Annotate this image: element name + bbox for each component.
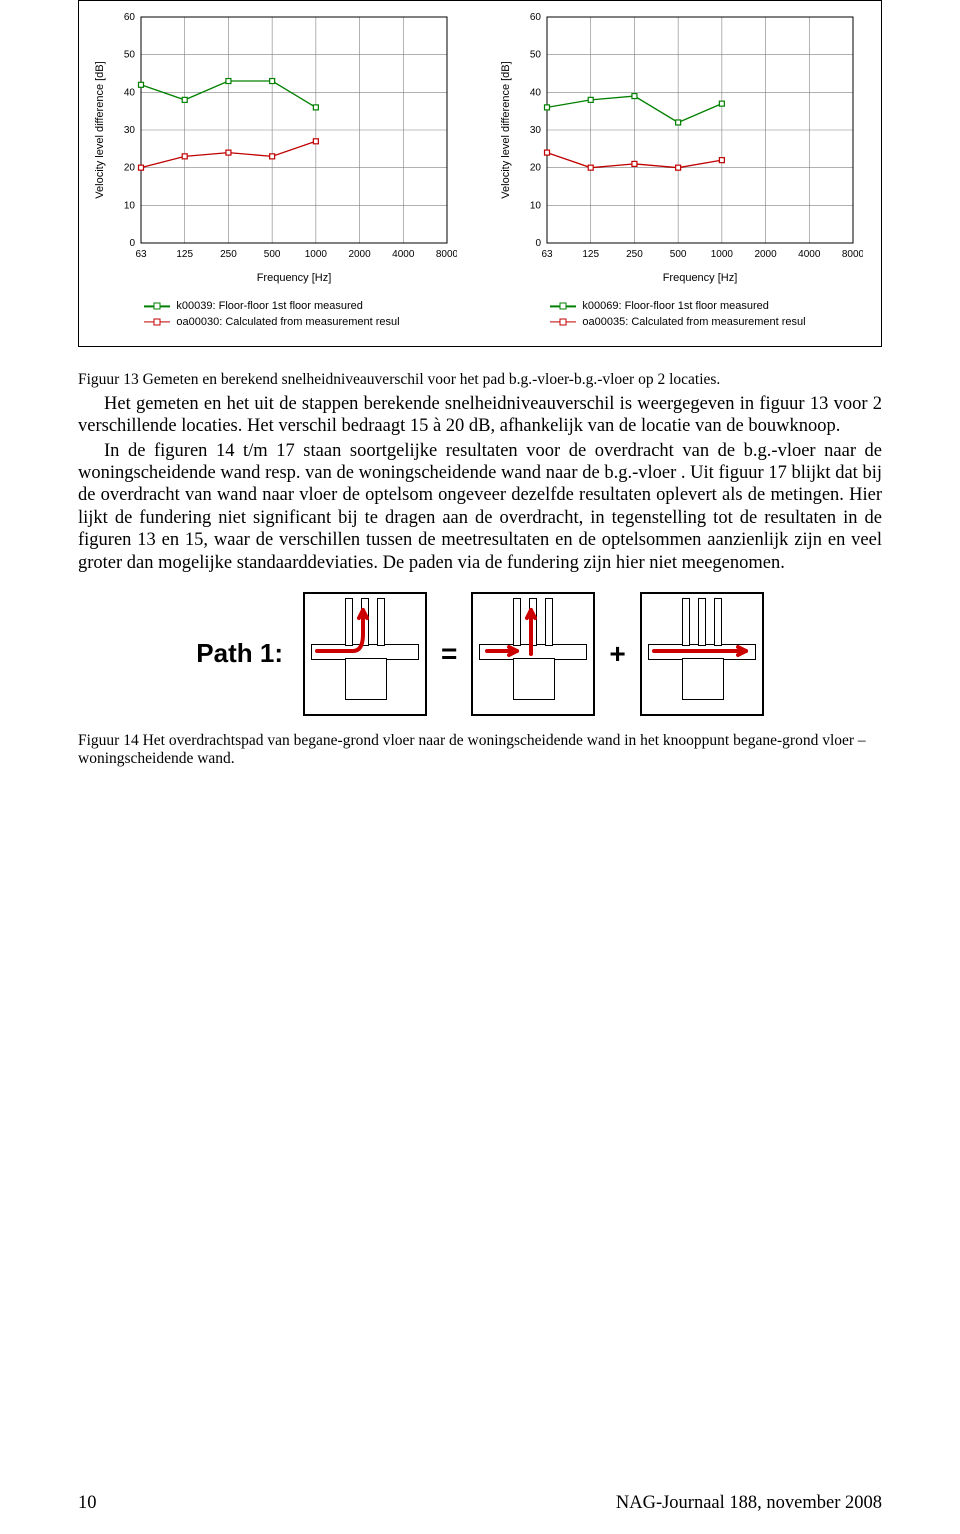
- svg-text:1000: 1000: [305, 249, 328, 260]
- equals-sign: =: [441, 638, 457, 670]
- figure14-diagram: Path 1: = +: [78, 592, 882, 716]
- svg-text:20: 20: [124, 163, 136, 174]
- footer-page-number: 10: [78, 1493, 97, 1514]
- svg-text:63: 63: [541, 249, 553, 260]
- figure13-charts: 0102030405060631252505001000200040008000…: [78, 0, 882, 347]
- svg-text:10: 10: [124, 200, 136, 211]
- svg-text:60: 60: [530, 12, 542, 23]
- footer-journal: NAG-Journaal 188, november 2008: [616, 1493, 882, 1514]
- svg-text:1000: 1000: [711, 249, 734, 260]
- svg-text:0: 0: [535, 238, 541, 249]
- svg-text:125: 125: [582, 249, 599, 260]
- svg-text:0: 0: [129, 238, 135, 249]
- svg-text:8000: 8000: [842, 249, 863, 260]
- svg-text:50: 50: [530, 50, 542, 61]
- svg-text:4000: 4000: [798, 249, 821, 260]
- svg-text:Velocity level difference [dB]: Velocity level difference [dB]: [94, 61, 106, 198]
- svg-text:50: 50: [124, 50, 136, 61]
- legend-item: k00069: Floor-floor 1st floor measured: [550, 299, 805, 314]
- chart-right-panel: 0 10 20 30 40 50 60 63 125 250 500 1000 2000 4000 8000…: [493, 9, 863, 330]
- path-tile-right-term: [640, 592, 764, 716]
- svg-text:8000: 8000: [436, 249, 457, 260]
- svg-text:10: 10: [530, 200, 542, 211]
- plus-sign: +: [609, 638, 625, 670]
- svg-text:500: 500: [264, 249, 281, 260]
- svg-text:500: 500: [670, 249, 687, 260]
- chart-left: 0 10 20 30 40 50 60 63 125 250 500 1000 2000 4000 8000…: [87, 9, 457, 289]
- svg-text:Frequency [Hz]: Frequency [Hz]: [257, 272, 332, 284]
- svg-text:30: 30: [124, 125, 136, 136]
- page-footer: 10 NAG-Journaal 188, november 2008: [78, 1493, 882, 1514]
- svg-text:250: 250: [220, 249, 237, 260]
- svg-text:250: 250: [626, 249, 643, 260]
- svg-text:2000: 2000: [348, 249, 371, 260]
- legend-item: oa00030: Calculated from measurement res…: [144, 315, 399, 330]
- legend-item: k00039: Floor-floor 1st floor measured: [144, 299, 399, 314]
- svg-text:20: 20: [530, 163, 542, 174]
- body-paragraph-2: In de figuren 14 t/m 17 staan soortgelij…: [78, 440, 882, 574]
- path-tile-combined: [303, 592, 427, 716]
- figure13-caption: Figuur 13 Gemeten en berekend snelheidni…: [78, 371, 882, 389]
- chart-right: 0 10 20 30 40 50 60 63 125 250 500 1000 2000 4000 8000…: [493, 9, 863, 289]
- svg-text:60: 60: [124, 12, 136, 23]
- svg-text:40: 40: [530, 87, 542, 98]
- legend-right: k00069: Floor-floor 1st floor measuredoa…: [550, 299, 805, 330]
- svg-text:125: 125: [176, 249, 193, 260]
- svg-text:2000: 2000: [754, 249, 777, 260]
- legend-left: k00039: Floor-floor 1st floor measuredoa…: [144, 299, 399, 330]
- svg-text:Velocity level difference [dB]: Velocity level difference [dB]: [500, 61, 512, 198]
- svg-text:4000: 4000: [392, 249, 415, 260]
- figure14-caption: Figuur 14 Het overdrachtspad van begane-…: [78, 732, 882, 769]
- path-label: Path 1:: [196, 638, 283, 669]
- svg-text:40: 40: [124, 87, 136, 98]
- svg-text:Frequency [Hz]: Frequency [Hz]: [663, 272, 738, 284]
- svg-text:30: 30: [530, 125, 542, 136]
- svg-text:63: 63: [135, 249, 147, 260]
- chart-left-panel: 0 10 20 30 40 50 60 63 125 250 500 1000 2000 4000 8000…: [87, 9, 457, 330]
- body-paragraph-1: Het gemeten en het uit de stappen bereke…: [78, 393, 882, 438]
- path-tile-left-term: [471, 592, 595, 716]
- legend-item: oa00035: Calculated from measurement res…: [550, 315, 805, 330]
